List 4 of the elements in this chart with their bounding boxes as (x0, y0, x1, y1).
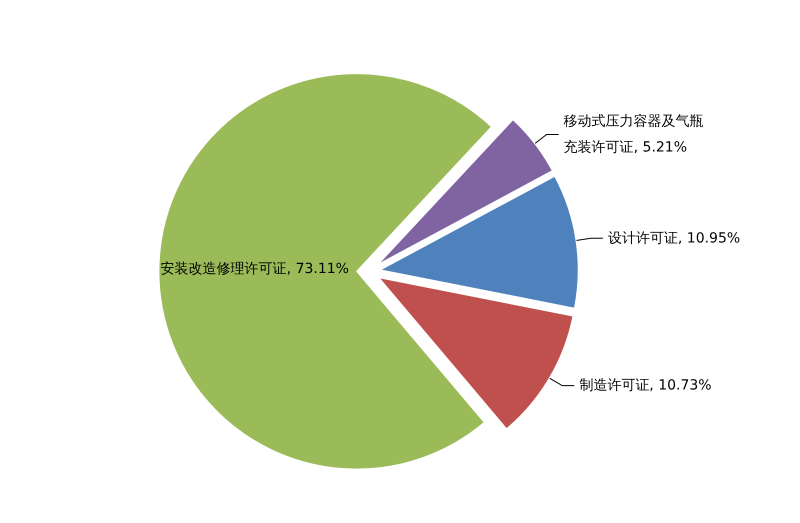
slice-label: 安装改造修理许可证, 73.11% (160, 260, 349, 277)
slice-label: 制造许可证, 10.73% (579, 378, 712, 394)
slice-label: 设计许可证, 10.95% (608, 230, 740, 246)
slice-label: 移动式压力容器及气瓶充装许可证, 5.21% (564, 113, 704, 156)
